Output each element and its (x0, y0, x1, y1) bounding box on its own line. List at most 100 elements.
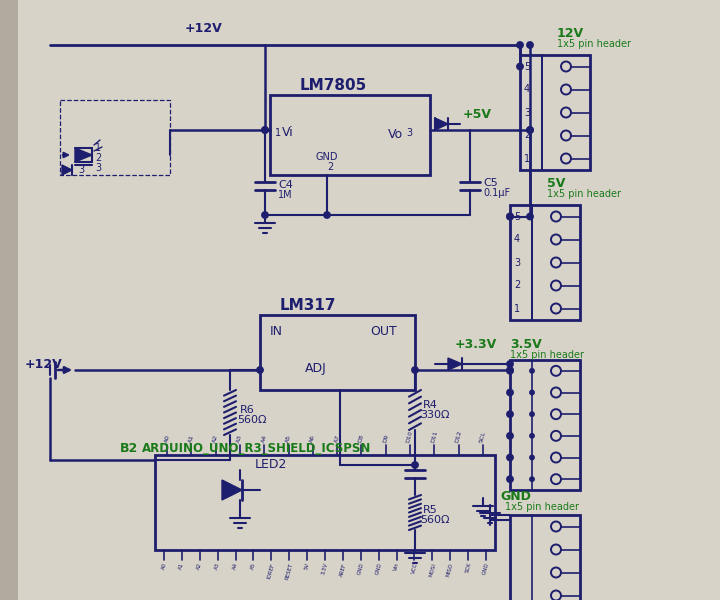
Text: 1x5 pin header: 1x5 pin header (547, 189, 621, 199)
Circle shape (507, 368, 513, 374)
Text: 0.1μF: 0.1μF (483, 188, 510, 198)
Bar (270, 95, 430, 175)
Text: +12V: +12V (185, 22, 222, 35)
Text: 2: 2 (327, 162, 333, 172)
Circle shape (262, 212, 268, 218)
Text: 3: 3 (78, 165, 84, 175)
Text: SCL: SCL (479, 430, 487, 443)
Text: 12V: 12V (557, 27, 584, 40)
Circle shape (527, 42, 533, 48)
Text: 330Ω: 330Ω (420, 410, 449, 420)
Text: SCK: SCK (464, 562, 472, 574)
Circle shape (507, 389, 513, 395)
Text: A1: A1 (188, 434, 195, 443)
Text: B2: B2 (120, 442, 138, 455)
Text: GND: GND (356, 562, 365, 575)
Polygon shape (62, 165, 72, 175)
Circle shape (517, 42, 523, 48)
Circle shape (507, 455, 513, 461)
Text: IN: IN (270, 325, 283, 338)
Text: GND: GND (482, 562, 490, 575)
Text: LM7805: LM7805 (300, 78, 367, 93)
Text: GND: GND (500, 490, 531, 503)
Text: A0: A0 (163, 434, 171, 443)
Text: A0: A0 (161, 562, 167, 570)
Text: 1: 1 (275, 128, 281, 138)
Text: A5: A5 (250, 562, 257, 570)
Text: A7: A7 (333, 434, 341, 443)
Text: GND: GND (315, 152, 338, 162)
Bar (155, 455, 495, 550)
Text: R6: R6 (240, 405, 255, 415)
Text: A3: A3 (215, 562, 221, 570)
Circle shape (257, 367, 263, 373)
Text: LM317: LM317 (280, 298, 336, 313)
Circle shape (412, 367, 418, 373)
Text: +3.3V: +3.3V (455, 338, 498, 351)
Text: 1: 1 (514, 304, 520, 313)
Text: +5V: +5V (463, 108, 492, 121)
Text: 560Ω: 560Ω (420, 515, 449, 525)
Circle shape (530, 369, 534, 373)
Text: 3.5V: 3.5V (510, 338, 541, 351)
Text: MOSI: MOSI (428, 562, 436, 577)
Text: D9: D9 (382, 433, 390, 443)
Text: RESET: RESET (284, 562, 294, 580)
Text: D10: D10 (406, 430, 414, 443)
Circle shape (517, 64, 523, 70)
Text: AREF: AREF (338, 562, 347, 577)
Text: A1: A1 (179, 562, 185, 570)
Circle shape (507, 411, 513, 417)
Circle shape (530, 412, 534, 416)
Text: GND: GND (374, 562, 383, 575)
Text: D12: D12 (454, 430, 463, 443)
Bar (510, 515, 580, 600)
Text: 3: 3 (95, 163, 101, 173)
Text: 1: 1 (95, 143, 101, 153)
Text: ARDUINO_UNO_R3_SHIELD_ICSPSN: ARDUINO_UNO_R3_SHIELD_ICSPSN (142, 442, 372, 455)
Text: 5: 5 (524, 61, 530, 71)
Text: 2: 2 (514, 280, 521, 290)
Text: 4: 4 (514, 235, 520, 245)
Bar (520, 55, 590, 170)
Text: D8: D8 (358, 433, 365, 443)
Circle shape (530, 434, 534, 438)
Circle shape (412, 462, 418, 468)
Text: LED2: LED2 (255, 458, 287, 471)
Text: R4: R4 (423, 400, 438, 410)
Polygon shape (222, 480, 242, 500)
Bar (260, 315, 415, 390)
Circle shape (262, 127, 268, 133)
Circle shape (507, 476, 513, 482)
Text: A3: A3 (236, 434, 243, 443)
Text: IOREF: IOREF (267, 562, 276, 579)
Polygon shape (448, 358, 462, 370)
Text: Vin: Vin (393, 562, 400, 572)
Text: VCC: VCC (410, 562, 418, 574)
Text: 1: 1 (524, 154, 530, 163)
Circle shape (262, 127, 268, 133)
Text: R5: R5 (423, 505, 438, 515)
Circle shape (507, 367, 513, 373)
Text: A6: A6 (310, 434, 316, 443)
Text: MISO: MISO (446, 562, 454, 577)
Circle shape (527, 127, 533, 133)
Text: A5: A5 (285, 434, 292, 443)
Text: ADJ: ADJ (305, 362, 327, 375)
Circle shape (530, 477, 534, 481)
Text: Vi: Vi (282, 126, 294, 139)
Circle shape (324, 212, 330, 218)
Text: 560Ω: 560Ω (237, 415, 266, 425)
Polygon shape (435, 118, 448, 130)
Circle shape (507, 433, 513, 439)
Text: C5: C5 (483, 178, 498, 188)
Circle shape (530, 455, 534, 460)
Text: 3.3V: 3.3V (321, 562, 329, 575)
Circle shape (527, 214, 533, 220)
Text: 1M: 1M (278, 190, 292, 200)
Text: A4: A4 (232, 562, 239, 570)
Text: 3: 3 (514, 257, 520, 268)
Circle shape (527, 127, 533, 133)
Text: 5V: 5V (304, 562, 310, 570)
Bar (510, 360, 580, 490)
